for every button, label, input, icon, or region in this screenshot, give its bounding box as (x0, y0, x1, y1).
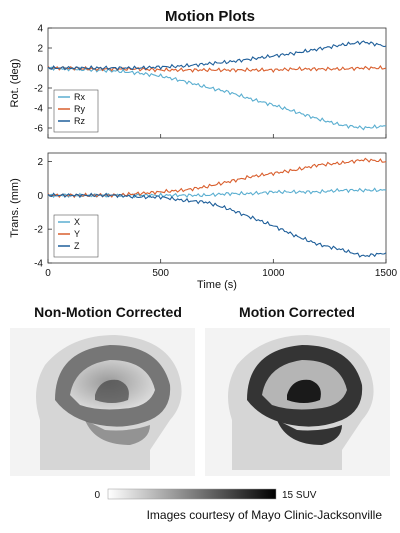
y-tick-label: -4 (34, 259, 43, 270)
series-line-rz (47, 40, 387, 71)
colorbar-min-label: 0 (94, 490, 100, 501)
y-tick-label: -2 (34, 84, 43, 95)
x-tick-label: 1000 (262, 268, 285, 279)
legend-label: X (74, 217, 80, 227)
rotation-plot: 4 2 0 -2 -4 -6 Rot. (deg) Rx Ry Rz (9, 24, 387, 139)
colorbar: 0 15 SUV (94, 488, 317, 501)
plot-frame (47, 152, 387, 264)
y-tick-label: -6 (34, 124, 43, 135)
figure-title: Motion Plots (165, 8, 255, 25)
left-image-title: Non-Motion Corrected (34, 304, 182, 320)
colorbar-max-label: 15 SUV (282, 490, 317, 501)
legend-label: Rz (74, 116, 85, 126)
series-line-rx (47, 66, 387, 131)
legend-label: Z (74, 241, 80, 251)
series-line-z (47, 192, 387, 258)
y-axis-label: Rot. (deg) (9, 59, 21, 108)
legend-label: Y (74, 229, 80, 239)
colorbar-gradient (107, 488, 277, 500)
series-line-ry (47, 65, 387, 74)
y-tick-label: -2 (34, 225, 43, 236)
legend-label: Ry (74, 104, 85, 114)
y-tick-label: 0 (37, 64, 43, 75)
non-motion-corrected-image (10, 328, 195, 476)
y-tick-label: 4 (37, 24, 43, 35)
y-tick-label: 0 (37, 191, 43, 202)
y-axis-label: Trans. (mm) (9, 178, 21, 237)
right-image-title: Motion Corrected (239, 304, 355, 320)
x-tick-label: 1500 (375, 268, 398, 279)
x-tick-label: 0 (45, 268, 51, 279)
plot-frame (47, 27, 387, 139)
x-tick-label: 500 (152, 268, 169, 279)
y-tick-label: 2 (37, 44, 43, 55)
legend-label: Rx (74, 92, 85, 102)
x-axis-label: Time (s) (197, 279, 237, 291)
y-tick-label: 2 (37, 157, 43, 168)
image-credit-caption: Images courtesy of Mayo Clinic-Jacksonvi… (146, 508, 382, 522)
motion-corrected-image (205, 328, 390, 476)
y-tick-label: -4 (34, 104, 43, 115)
